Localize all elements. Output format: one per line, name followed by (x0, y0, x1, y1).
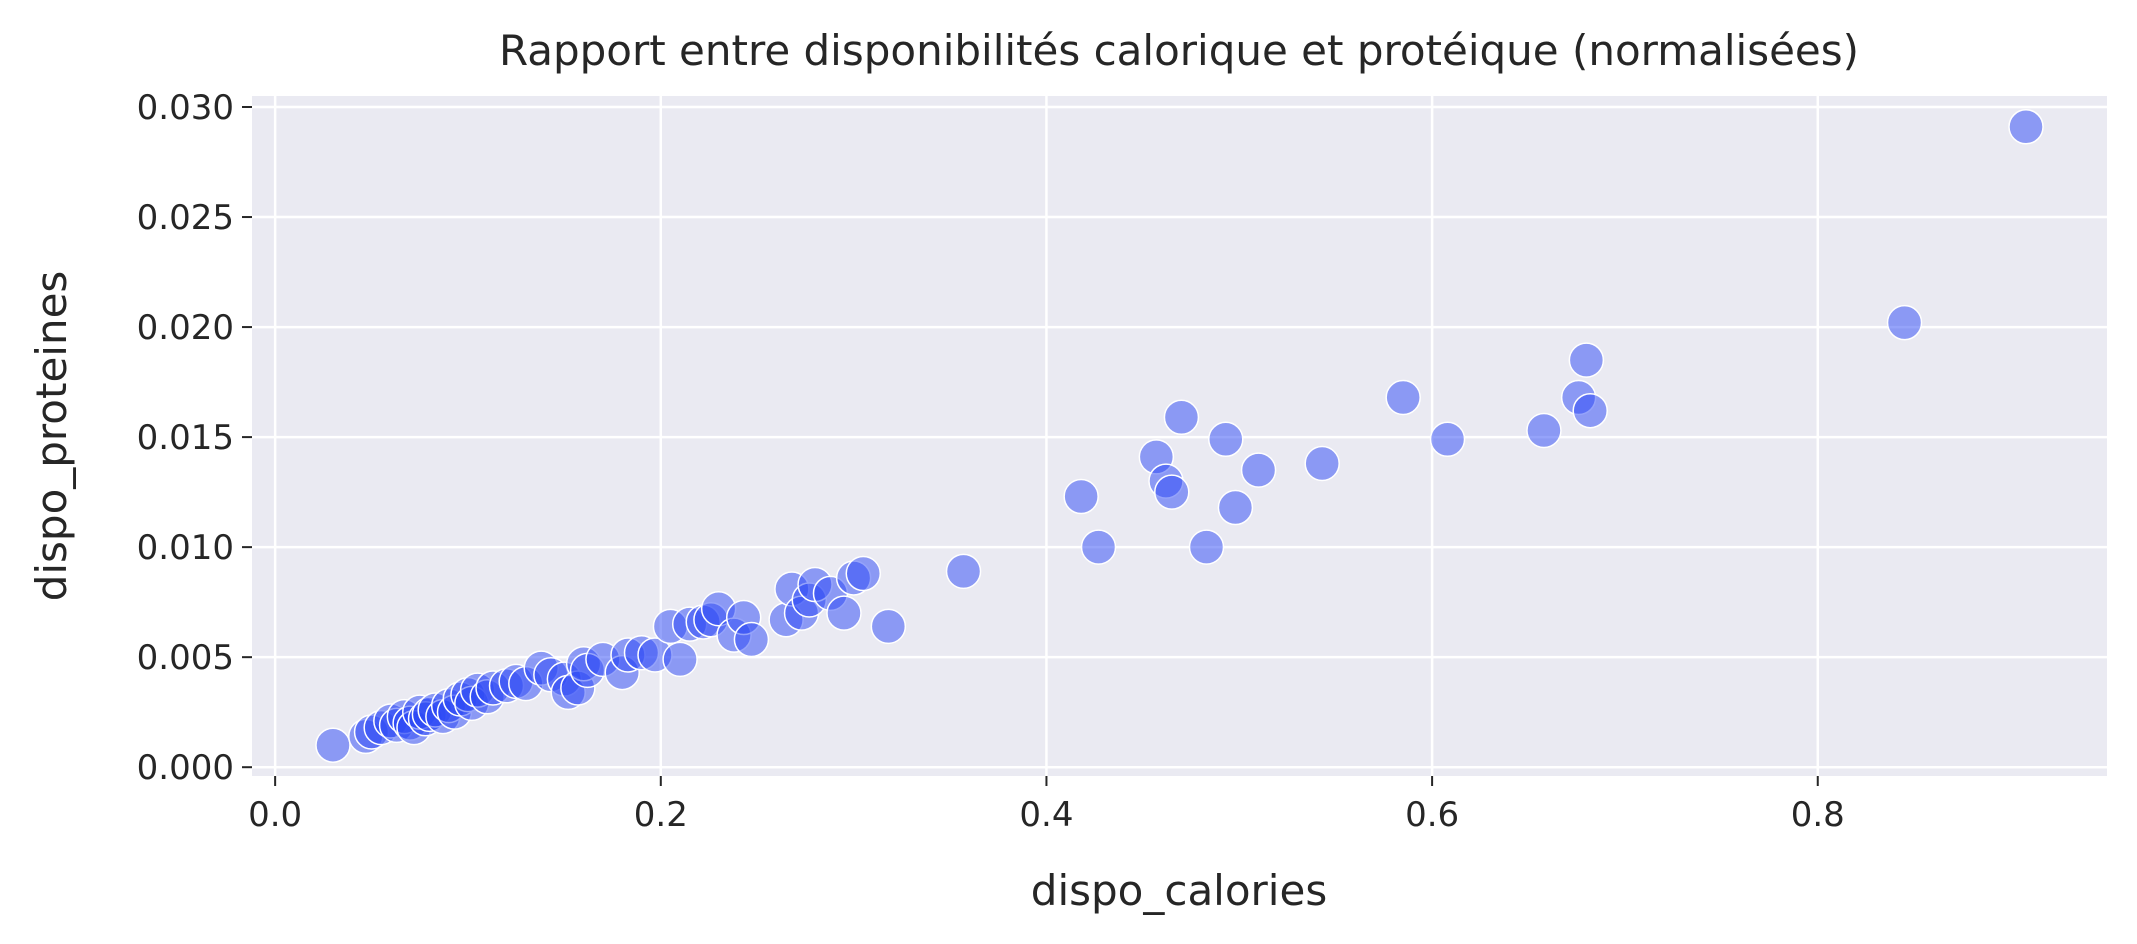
data-points (315, 109, 2044, 763)
data-point (662, 641, 698, 678)
x-tick-label: 0.4 (1019, 795, 1073, 835)
x-tick-label: 0.8 (1791, 795, 1845, 835)
data-point (1163, 399, 1200, 436)
grid (252, 96, 2107, 776)
data-point (1429, 421, 1466, 458)
y-axis-label: dispo_proteines (27, 271, 76, 602)
y-tick-label: 0.025 (137, 198, 234, 238)
data-point (1568, 342, 1605, 378)
x-tick-label: 0.6 (1405, 795, 1459, 835)
x-axis-label: dispo_calories (1031, 866, 1327, 915)
data-point (1304, 445, 1340, 482)
data-point (2008, 109, 2044, 145)
data-point (1385, 379, 1421, 416)
data-point (870, 608, 907, 645)
x-tick-label: 0.2 (634, 795, 688, 835)
data-point (1188, 529, 1225, 565)
x-tick-label: 0.0 (248, 795, 302, 835)
y-tick-label: 0.030 (137, 88, 234, 128)
y-tick-label: 0.005 (137, 638, 234, 678)
data-point (1154, 474, 1190, 510)
y-tick-label: 0.015 (137, 418, 234, 458)
data-point (1217, 489, 1254, 526)
data-point (733, 621, 770, 658)
data-point (826, 595, 862, 631)
data-point (1526, 412, 1562, 449)
data-point (945, 553, 982, 590)
y-tick-label: 0.000 (137, 748, 234, 788)
data-point (1208, 421, 1244, 458)
data-point (1240, 452, 1277, 488)
data-point (315, 727, 351, 763)
axis-ticks: 0.0 0.2 0.4 0.6 0.8 0.000 0.005 0.010 0.015 0.020… (137, 88, 1845, 835)
data-point (1080, 529, 1117, 565)
data-point (845, 555, 882, 592)
y-tick-label: 0.010 (137, 528, 234, 568)
chart-title: Rapport entre disponibilités calorique e… (499, 26, 1859, 75)
y-tick-label: 0.020 (137, 308, 234, 348)
data-point (1572, 392, 1608, 429)
data-point (1886, 304, 1923, 341)
data-point (1063, 478, 1099, 515)
